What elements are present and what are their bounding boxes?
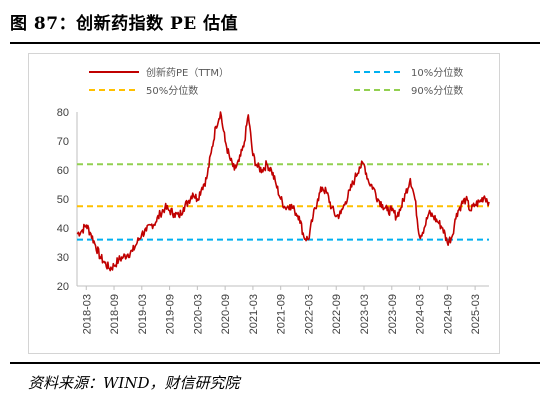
chart-frame: 20 30 40 50 60 70 80 2018-03 2018-09 2019-03 2019-… — [28, 53, 500, 354]
y-tick-label: 60 — [57, 165, 69, 177]
x-tick-label: 2021-03 — [248, 294, 260, 334]
series-line-innovative-drug-pe — [76, 111, 490, 272]
footer-divider — [10, 362, 540, 364]
x-tick-label: 2023-03 — [359, 294, 371, 334]
x-tick-label: 2024-09 — [442, 294, 454, 334]
legend-label: 创新药PE（TTM） — [146, 66, 229, 79]
x-tick-label: 2022-09 — [331, 294, 343, 334]
legend-label: 50%分位数 — [146, 84, 198, 97]
y-tick-label: 70 — [57, 136, 69, 148]
legend-label: 10%分位数 — [411, 66, 463, 79]
y-tick-label: 80 — [57, 107, 69, 119]
x-tick-label: 2023-09 — [387, 294, 399, 334]
legend-label: 90%分位数 — [411, 84, 463, 97]
x-tick-label: 2024-03 — [415, 294, 427, 334]
x-tick-label: 2022-03 — [303, 294, 315, 334]
y-tick-label: 40 — [57, 223, 69, 235]
x-tick-label: 2018-09 — [109, 294, 121, 334]
x-tick-label: 2018-03 — [81, 294, 93, 334]
x-tick-label: 2021-09 — [276, 294, 288, 334]
y-tick-label: 50 — [57, 194, 69, 206]
x-tick-label: 2019-03 — [137, 294, 149, 334]
y-tick-label: 30 — [57, 252, 69, 264]
source-note: 资料来源：WIND，财信研究院 — [28, 374, 240, 392]
x-tick-label: 2019-09 — [165, 294, 177, 334]
x-tick-label: 2025-03 — [470, 294, 482, 334]
chart-svg: 20 30 40 50 60 70 80 2018-03 2018-09 2019-03 2019-… — [57, 66, 490, 334]
title-divider — [10, 42, 540, 44]
x-tick-label: 2020-09 — [220, 294, 232, 334]
chart-title: 图 87：创新药指数 PE 估值 — [10, 14, 239, 34]
x-tick-label: 2020-03 — [192, 294, 204, 334]
y-tick-label: 20 — [57, 281, 69, 293]
